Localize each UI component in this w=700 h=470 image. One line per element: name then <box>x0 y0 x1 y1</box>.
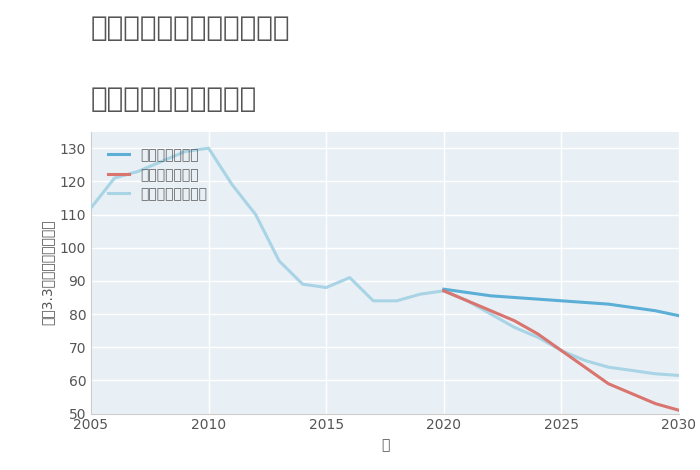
バッドシナリオ <box>463 298 472 304</box>
グッドシナリオ <box>628 305 636 310</box>
X-axis label: 年: 年 <box>381 438 389 452</box>
Y-axis label: 坪（3.3㎡）単価（万円）: 坪（3.3㎡）単価（万円） <box>40 220 54 325</box>
グッドシナリオ <box>486 293 495 298</box>
ノーマルシナリオ <box>228 182 237 188</box>
Text: 中古戸建ての価格推移: 中古戸建ての価格推移 <box>91 85 258 113</box>
グッドシナリオ <box>651 308 659 313</box>
グッドシナリオ <box>533 296 542 302</box>
ノーマルシナリオ <box>298 282 307 287</box>
Line: グッドシナリオ: グッドシナリオ <box>444 289 679 316</box>
ノーマルシナリオ <box>416 291 424 297</box>
Legend: グッドシナリオ, バッドシナリオ, ノーマルシナリオ: グッドシナリオ, バッドシナリオ, ノーマルシナリオ <box>104 144 211 206</box>
Text: 兵庫県豊岡市日高町栃本の: 兵庫県豊岡市日高町栃本の <box>91 14 290 42</box>
バッドシナリオ <box>533 331 542 337</box>
バッドシナリオ <box>581 364 589 370</box>
ノーマルシナリオ <box>440 288 448 294</box>
バッドシナリオ <box>628 391 636 397</box>
ノーマルシナリオ <box>322 285 330 290</box>
ノーマルシナリオ <box>87 205 95 211</box>
ノーマルシナリオ <box>111 175 119 181</box>
バッドシナリオ <box>510 318 519 323</box>
ノーマルシナリオ <box>204 145 213 151</box>
バッドシナリオ <box>557 348 566 353</box>
バッドシナリオ <box>675 407 683 413</box>
グッドシナリオ <box>463 290 472 295</box>
バッドシナリオ <box>440 288 448 294</box>
グッドシナリオ <box>581 300 589 306</box>
Line: バッドシナリオ: バッドシナリオ <box>444 291 679 410</box>
ノーマルシナリオ <box>393 298 401 304</box>
ノーマルシナリオ <box>251 212 260 217</box>
ノーマルシナリオ <box>275 258 284 264</box>
バッドシナリオ <box>486 308 495 313</box>
Line: ノーマルシナリオ: ノーマルシナリオ <box>91 148 444 301</box>
グッドシナリオ <box>675 313 683 319</box>
ノーマルシナリオ <box>346 275 354 281</box>
グッドシナリオ <box>440 286 448 292</box>
グッドシナリオ <box>557 298 566 304</box>
グッドシナリオ <box>604 301 612 307</box>
バッドシナリオ <box>604 381 612 386</box>
グッドシナリオ <box>510 295 519 300</box>
ノーマルシナリオ <box>369 298 377 304</box>
バッドシナリオ <box>651 401 659 407</box>
ノーマルシナリオ <box>158 159 166 164</box>
ノーマルシナリオ <box>134 169 142 174</box>
ノーマルシナリオ <box>181 149 189 154</box>
